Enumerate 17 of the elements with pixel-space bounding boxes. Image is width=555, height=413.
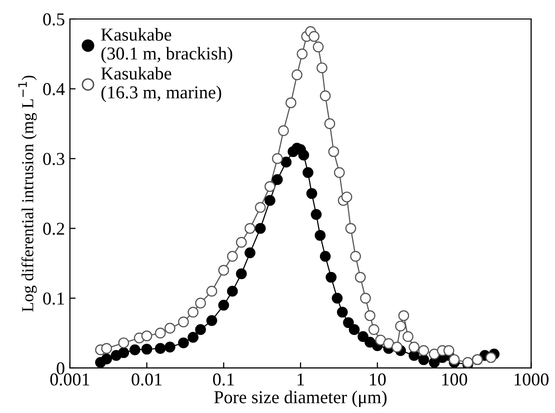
x-tick-label: 100 [442,373,468,386]
legend-label: Kasukabe (16.3 m, marine) [101,66,222,102]
legend-label: Kasukabe (30.1 m, brackish) [101,28,232,64]
y-tick-label: 0.4 [43,83,65,96]
y-axis-title: Log differential intrusion (mg L$^{−1}$) [18,76,37,312]
y-tick-label: 0.5 [43,13,64,26]
x-axis-title: Pore size diameter (μm) [214,390,387,407]
x-tick-label: 0.001 [50,373,90,386]
x-tick-label: 1 [298,373,304,386]
y-tick-label: 0.3 [43,152,64,166]
x-tick-label: 10 [370,373,386,386]
x-tick-label: 0.1 [213,373,234,386]
x-tick-label: 1000 [514,373,548,386]
x-tick-label: 0.01 [132,373,162,386]
y-tick-label: 0.1 [43,292,64,305]
y-tick-label: 0.2 [43,222,64,235]
y-tick-label: 0 [56,362,64,374]
